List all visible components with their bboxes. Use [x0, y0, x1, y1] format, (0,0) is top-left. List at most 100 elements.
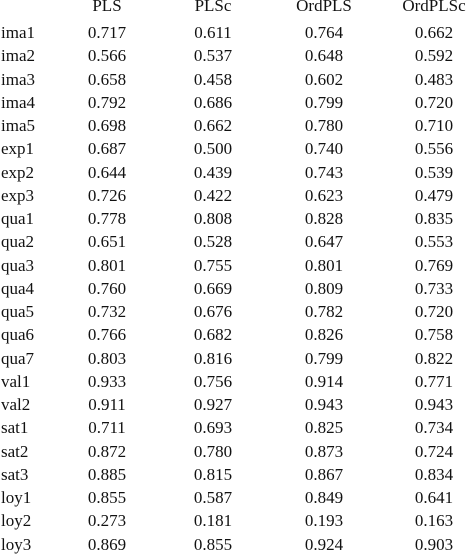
cell-value: 0.766: [87, 325, 127, 345]
row-label: exp3: [1, 185, 35, 205]
cell-value: 0.849: [304, 488, 344, 507]
cell-value: 0.755: [193, 255, 233, 275]
cell-value: 0.658: [87, 69, 127, 89]
cell-value: 0.623: [304, 185, 344, 205]
cell-value: 0.801: [87, 255, 127, 275]
cell-value: 0.273: [87, 511, 127, 531]
cell-value: 0.602: [304, 69, 344, 89]
cell-value: 0.769: [414, 255, 454, 275]
row-label: exp1: [1, 139, 35, 159]
cell-value: 0.717: [87, 23, 127, 42]
cell-value: 0.181: [193, 511, 233, 531]
row-label: loy3: [1, 534, 32, 554]
cell-value: 0.873: [304, 441, 344, 461]
cell-value: 0.553: [414, 232, 454, 252]
cell-value: 0.539: [414, 162, 454, 182]
cell-value: 0.816: [193, 348, 233, 368]
cell-value: 0.855: [193, 534, 233, 554]
cell-value: 0.867: [304, 464, 344, 484]
cell-value: 0.693: [193, 418, 233, 438]
cell-value: 0.587: [193, 488, 233, 507]
cell-value: 0.439: [193, 162, 233, 182]
column-header: PLSc: [194, 0, 232, 15]
cell-value: 0.825: [304, 418, 344, 438]
row-label: qua6: [1, 325, 35, 345]
cell-value: 0.822: [414, 348, 454, 368]
cell-value: 0.458: [193, 69, 233, 89]
column-header: OrdPLS: [296, 0, 352, 15]
row-label: qua1: [1, 209, 35, 228]
cell-value: 0.698: [87, 116, 127, 135]
cell-value: 0.760: [87, 278, 127, 298]
cell-value: 0.885: [87, 464, 127, 484]
row-label: exp2: [1, 162, 35, 182]
row-label: sat3: [1, 464, 29, 484]
cell-value: 0.724: [414, 441, 454, 461]
cell-value: 0.771: [414, 371, 454, 391]
cell-value: 0.780: [193, 441, 233, 461]
row-label: ima5: [1, 116, 35, 135]
cell-value: 0.422: [193, 185, 233, 205]
cell-value: 0.803: [87, 348, 127, 368]
cell-value: 0.834: [414, 464, 454, 484]
cell-value: 0.687: [87, 139, 127, 159]
cell-value: 0.801: [304, 255, 344, 275]
cell-value: 0.924: [304, 534, 344, 554]
cell-value: 0.815: [193, 464, 233, 484]
cell-value: 0.193: [304, 511, 344, 531]
cell-value: 0.641: [414, 488, 454, 507]
cell-value: 0.826: [304, 325, 344, 345]
cell-value: 0.644: [87, 162, 127, 182]
cell-value: 0.720: [414, 92, 454, 112]
row-label: val1: [1, 371, 31, 391]
cell-value: 0.647: [304, 232, 344, 252]
row-label: qua5: [1, 302, 35, 321]
row-label: ima1: [1, 23, 35, 42]
cell-value: 0.764: [304, 23, 344, 42]
cell-value: 0.780: [304, 116, 344, 135]
cell-value: 0.778: [87, 209, 127, 228]
cell-value: 0.720: [414, 302, 454, 321]
cell-value: 0.711: [88, 418, 126, 438]
cell-value: 0.799: [304, 348, 344, 368]
cell-value: 0.872: [87, 441, 127, 461]
cell-value: 0.556: [414, 139, 454, 159]
cell-value: 0.809: [304, 278, 344, 298]
cell-value: 0.732: [87, 302, 127, 321]
cell-value: 0.682: [193, 325, 233, 345]
cell-value: 0.592: [414, 46, 454, 66]
cell-value: 0.676: [193, 302, 233, 321]
cell-value: 0.911: [88, 395, 126, 414]
row-label: val2: [1, 395, 31, 414]
cell-value: 0.662: [414, 23, 454, 42]
cell-value: 0.163: [414, 511, 454, 531]
cell-value: 0.686: [193, 92, 233, 112]
cell-value: 0.669: [193, 278, 233, 298]
cell-value: 0.500: [193, 139, 233, 159]
cell-value: 0.943: [304, 395, 344, 414]
cell-value: 0.710: [414, 116, 454, 135]
cell-value: 0.537: [193, 46, 233, 66]
cell-value: 0.792: [87, 92, 127, 112]
cell-value: 0.828: [304, 209, 344, 228]
cell-value: 0.662: [193, 116, 233, 135]
cell-value: 0.528: [193, 232, 233, 252]
cell-value: 0.479: [414, 185, 454, 205]
cell-value: 0.733: [414, 278, 454, 298]
row-label: qua3: [1, 255, 35, 275]
cell-value: 0.734: [414, 418, 454, 438]
cell-value: 0.869: [87, 534, 127, 554]
column-header: OrdPLSc: [402, 0, 466, 15]
cell-value: 0.758: [414, 325, 454, 345]
cell-value: 0.743: [304, 162, 344, 182]
row-label: sat2: [1, 441, 29, 461]
cell-value: 0.903: [414, 534, 454, 554]
row-label: sat1: [1, 418, 29, 438]
cell-value: 0.782: [304, 302, 344, 321]
cell-value: 0.835: [414, 209, 454, 228]
column-header: PLS: [92, 0, 122, 15]
cell-value: 0.756: [193, 371, 233, 391]
cell-value: 0.808: [193, 209, 233, 228]
cell-value: 0.927: [193, 395, 233, 414]
